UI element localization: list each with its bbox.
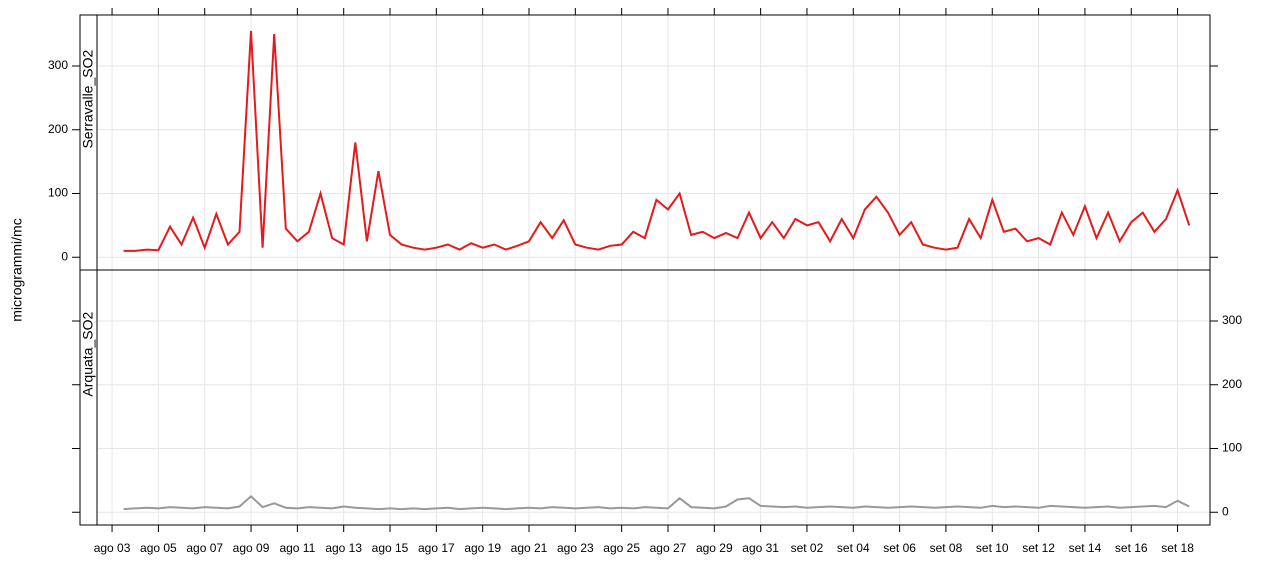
y-tick-label: 0 [61,249,68,263]
x-tick-label: set 04 [837,541,870,555]
x-tick-label: ago 09 [233,541,270,555]
x-tick-label: ago 19 [464,541,501,555]
x-tick-label: set 14 [1069,541,1102,555]
y-tick-label: 200 [1222,377,1242,391]
panel-strip-label: Serravalle_SO2 [80,50,96,149]
x-tick-label: ago 27 [650,541,687,555]
x-tick-label: set 10 [976,541,1009,555]
x-tick-label: ago 31 [742,541,779,555]
x-tick-label: ago 13 [325,541,362,555]
y-tick-label: 300 [1222,313,1242,327]
y-tick-label: 200 [48,122,68,136]
data-line [123,494,1190,511]
y-tick-label: 0 [1222,504,1229,518]
x-tick-label: ago 21 [511,541,548,555]
x-tick-label: set 16 [1115,541,1148,555]
x-tick-label: ago 23 [557,541,594,555]
x-tick-label: set 12 [1022,541,1055,555]
y-tick-label: 100 [48,186,68,200]
data-line [123,30,1191,252]
x-tick-label: ago 07 [186,541,223,555]
x-tick-label: ago 25 [603,541,640,555]
x-tick-label: set 06 [883,541,916,555]
x-tick-label: ago 15 [372,541,409,555]
panel-border [79,269,1211,526]
x-tick-label: ago 11 [279,541,315,555]
y-tick-label: 100 [1222,441,1242,455]
x-tick-label: set 18 [1161,541,1194,555]
x-tick-label: ago 17 [418,541,455,555]
x-tick-label: set 02 [791,541,824,555]
x-tick-label: set 08 [930,541,963,555]
x-tick-label: ago 03 [94,541,131,555]
y-axis-label: microgrammi/mc [9,218,25,321]
panel-strip-label: Arquata_SO2 [80,312,96,397]
y-tick-label: 300 [48,58,68,72]
x-tick-label: ago 29 [696,541,733,555]
x-tick-label: ago 05 [140,541,177,555]
